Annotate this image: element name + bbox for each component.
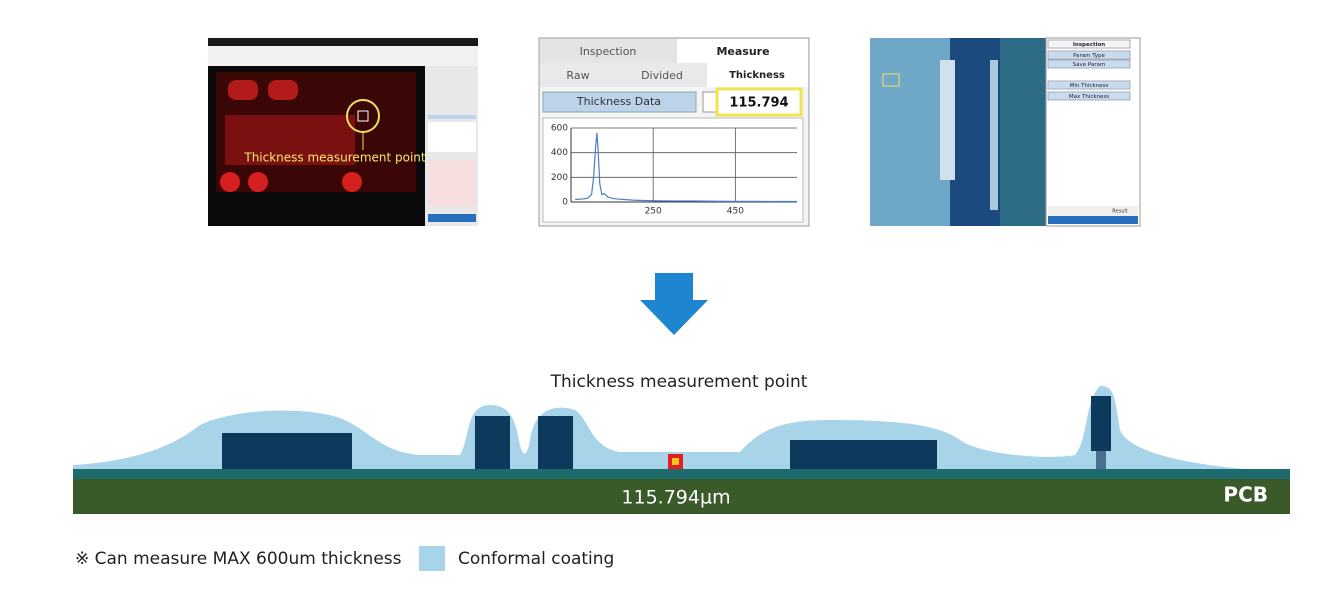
pad	[228, 80, 258, 100]
setting-row	[1047, 91, 1131, 101]
settings-list: Inspection Param Type Save Param Min Thickn…	[1047, 39, 1131, 101]
inspection-screenshot: Thickness measurement point	[208, 38, 478, 226]
pcb	[73, 479, 1290, 514]
data-button[interactable]	[542, 91, 697, 113]
component	[538, 416, 573, 469]
tab-label[interactable]: Inspection	[580, 45, 637, 58]
subtab-active	[707, 63, 808, 87]
setting-row	[1047, 59, 1131, 69]
setting-label: Save Param	[1073, 62, 1106, 68]
y-tick-label: 0	[562, 198, 568, 208]
pad-column	[990, 60, 998, 210]
y-tick-label: 200	[551, 173, 568, 183]
setting-row	[1047, 80, 1131, 90]
side-panel	[1045, 37, 1141, 227]
down-arrow	[640, 273, 708, 335]
pad-column	[940, 60, 955, 180]
side-table	[428, 160, 476, 206]
result-head	[1048, 206, 1138, 216]
x-tick-label: 250	[645, 207, 662, 217]
tab-label[interactable]: Measure	[716, 45, 769, 58]
setting-label: Param Type	[1073, 53, 1105, 59]
coating	[73, 385, 1245, 469]
component	[1091, 396, 1111, 451]
side-chart	[428, 122, 476, 152]
tab-active	[677, 39, 808, 63]
side-selected	[428, 214, 476, 222]
reading: 115.794	[729, 96, 788, 111]
overlay-label: Thickness measurement point	[243, 151, 426, 165]
setting-row	[1047, 39, 1131, 49]
component	[475, 416, 510, 469]
result-header: Result	[1112, 209, 1127, 215]
setting-row	[1047, 50, 1131, 60]
pad	[268, 80, 298, 100]
data-button-label[interactable]: Thickness Data	[576, 95, 661, 108]
subtab-label[interactable]: Divided	[641, 69, 683, 82]
side-row	[428, 115, 476, 119]
measure-screenshot: Inspection Measure Raw Divided Thickness…	[538, 37, 810, 227]
point-marker-core	[672, 458, 679, 465]
capacity-note: ※ Can measure MAX 600um thickness	[75, 549, 402, 569]
result-row	[1048, 216, 1138, 224]
component-area	[225, 115, 355, 165]
board-surface	[73, 469, 1290, 479]
title-bar	[208, 38, 478, 46]
spectrum-line	[575, 132, 797, 203]
checkbox[interactable]	[702, 91, 717, 113]
pad	[220, 172, 240, 192]
point-box	[357, 110, 369, 122]
measurement: 115.794µm	[621, 487, 730, 509]
reading-box	[715, 87, 803, 117]
pad	[248, 172, 268, 192]
pad	[342, 172, 362, 192]
point-box	[882, 73, 900, 87]
board-region	[1000, 38, 1046, 226]
toolbar	[208, 46, 478, 66]
pcb-label: PCB	[1223, 483, 1268, 507]
point-label: Thickness measurement point	[550, 372, 808, 392]
x-tick-label: 450	[727, 207, 744, 217]
setting-label: Min Thickness	[1070, 83, 1109, 89]
subtab-label[interactable]: Thickness	[729, 70, 785, 81]
settings-screenshot: Inspection Param Type Save Param Min Thickn…	[870, 37, 1141, 227]
setting-label: Inspection	[1073, 42, 1105, 48]
y-tick-label: 600	[551, 124, 568, 134]
chart-frame	[542, 117, 804, 223]
spectrum-chart: 0 200 400 600 250 450	[551, 124, 797, 217]
component-lead	[1096, 451, 1106, 469]
component	[790, 440, 937, 469]
legend-label: Conformal coating	[458, 549, 614, 569]
board-region	[870, 38, 950, 226]
y-tick-label: 400	[551, 148, 568, 158]
setting-label: Max Thickness	[1069, 94, 1109, 100]
component	[222, 433, 352, 469]
subtab-label[interactable]: Raw	[566, 69, 589, 82]
tab	[540, 39, 677, 63]
legend-swatch	[419, 546, 445, 571]
